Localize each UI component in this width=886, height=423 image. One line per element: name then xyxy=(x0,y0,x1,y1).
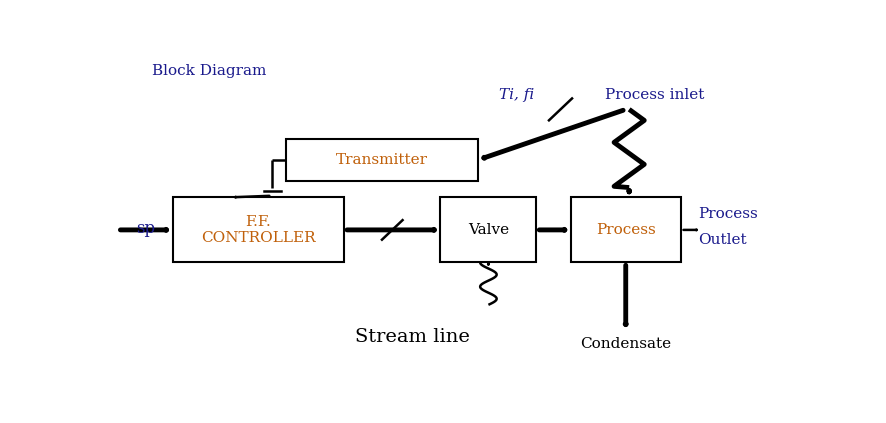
FancyBboxPatch shape xyxy=(571,197,680,262)
FancyBboxPatch shape xyxy=(286,139,478,181)
Text: Block Diagram: Block Diagram xyxy=(152,64,267,78)
FancyBboxPatch shape xyxy=(440,197,536,262)
Text: Transmitter: Transmitter xyxy=(336,153,428,167)
Text: F.F.
CONTROLLER: F.F. CONTROLLER xyxy=(201,215,315,245)
Text: sp: sp xyxy=(136,220,155,237)
Text: Valve: Valve xyxy=(468,223,509,237)
Text: Outlet: Outlet xyxy=(698,233,747,247)
FancyBboxPatch shape xyxy=(173,197,344,262)
Text: Stream line: Stream line xyxy=(355,328,470,346)
Text: Process: Process xyxy=(698,206,758,221)
Text: Process inlet: Process inlet xyxy=(605,88,704,102)
Text: Ti, fi: Ti, fi xyxy=(499,88,534,102)
Text: Process: Process xyxy=(596,223,656,237)
Text: Condensate: Condensate xyxy=(580,337,672,351)
